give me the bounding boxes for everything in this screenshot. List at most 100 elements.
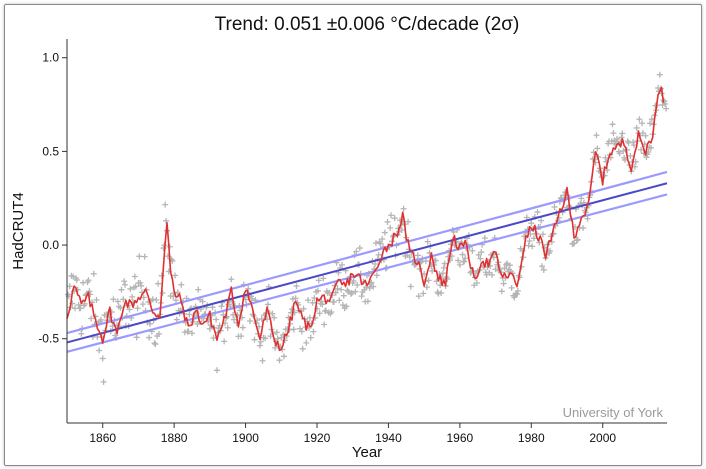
- trend-band-lower: [66, 193, 668, 353]
- scatter-marker: [256, 342, 263, 349]
- scatter-marker: [338, 286, 345, 293]
- scatter-marker: [539, 263, 545, 270]
- scatter-marker: [247, 318, 254, 325]
- scatter-marker: [500, 280, 507, 287]
- smoothed-line: [66, 86, 665, 352]
- scatter-marker: [264, 301, 271, 308]
- scatter-marker: [73, 276, 80, 283]
- scatter-marker: [461, 258, 468, 265]
- scatter-marker: [221, 338, 228, 345]
- scatter-marker: [405, 218, 412, 225]
- x-tick-label: 1940: [375, 431, 402, 445]
- scatter-marker: [473, 279, 480, 286]
- scatter-marker: [131, 273, 138, 280]
- x-tick-label: 1880: [161, 431, 188, 445]
- scatter-marker: [178, 281, 185, 288]
- scatter-marker: [149, 296, 156, 303]
- x-tick-label: 1860: [89, 431, 116, 445]
- scatter-marker: [238, 333, 245, 340]
- scatter-marker: [134, 305, 141, 312]
- scatter-marker: [352, 288, 359, 295]
- scatter-marker: [489, 271, 495, 278]
- scatter-marker: [456, 261, 463, 268]
- scatter-marker: [75, 301, 82, 308]
- scatter-marker: [406, 254, 413, 261]
- scatter-marker: [387, 224, 394, 231]
- scatter-marker: [604, 167, 611, 174]
- scatter-marker: [90, 270, 97, 277]
- scatter-marker: [526, 237, 533, 244]
- scatter-marker: [627, 152, 634, 159]
- scatter-marker: [525, 242, 532, 249]
- scatter-marker: [151, 340, 158, 347]
- scatter-marker: [530, 235, 537, 242]
- smoothed-series: [66, 86, 665, 352]
- scatter-marker: [320, 275, 327, 282]
- scatter-marker: [272, 344, 279, 351]
- scatter-marker: [110, 296, 117, 303]
- scatter-marker: [593, 132, 600, 139]
- scatter-marker: [77, 305, 84, 312]
- scatter-marker: [306, 314, 313, 321]
- scatter-marker: [551, 204, 558, 211]
- scatter-marker: [259, 357, 266, 364]
- scatter-marker: [540, 266, 547, 273]
- scatter-marker: [269, 310, 276, 317]
- scatter-marker: [534, 209, 541, 216]
- scatter-marker: [415, 293, 422, 300]
- scatter-marker: [423, 284, 430, 291]
- scatter-marker: [137, 279, 144, 286]
- scatter-marker: [616, 150, 623, 157]
- scatter-marker: [407, 283, 414, 290]
- scatter-marker: [280, 353, 287, 360]
- scatter-marker: [609, 121, 616, 128]
- scatter-marker: [647, 144, 654, 151]
- scatter-marker: [332, 289, 339, 296]
- scatter-marker: [186, 311, 193, 318]
- x-tick-label: 2000: [589, 431, 616, 445]
- scatter-marker: [158, 272, 165, 279]
- scatter-marker: [538, 217, 545, 224]
- scatter-marker: [503, 261, 510, 268]
- scatter-marker: [377, 240, 384, 247]
- scatter-marker: [528, 220, 535, 227]
- scatter-marker: [80, 279, 87, 286]
- scatter-marker: [330, 298, 337, 305]
- scatter-marker: [262, 335, 269, 342]
- scatter-marker: [309, 299, 316, 306]
- scatter-marker: [139, 301, 146, 308]
- scatter-marker: [293, 283, 300, 290]
- scatter-marker: [514, 287, 521, 294]
- scatter-marker: [366, 285, 373, 292]
- y-tick-label: -0.5: [38, 332, 59, 346]
- scatter-marker: [348, 290, 355, 297]
- scatter-marker: [321, 321, 328, 328]
- scatter-marker: [218, 303, 225, 310]
- y-axis-title: HadCRUT4: [10, 192, 27, 270]
- scatter-marker: [498, 288, 505, 295]
- scatter-marker: [475, 251, 482, 258]
- scatter-marker: [153, 296, 160, 303]
- university-of-york-annotation: University of York: [563, 405, 664, 420]
- axes: 1860 1880 1900 1920 1940 1960 1980 2000 -0.5 0.0 0…: [38, 39, 667, 445]
- scatter-marker: [400, 205, 407, 212]
- scatter-marker: [127, 285, 134, 292]
- scatter-marker: [210, 334, 217, 341]
- scatter-marker: [388, 212, 395, 219]
- scatter-marker: [440, 264, 447, 271]
- scatter-marker: [185, 328, 192, 335]
- scatter-marker: [162, 201, 169, 208]
- scatter-marker: [625, 139, 632, 146]
- scatter-marker: [93, 296, 100, 303]
- scatter-marker: [66, 283, 73, 290]
- trend-band-series: [66, 170, 668, 353]
- scatter-marker: [547, 247, 554, 254]
- scatter-marker: [224, 324, 231, 331]
- scatter-marker: [307, 334, 314, 341]
- scatter-marker: [239, 324, 246, 331]
- scatter-marker: [328, 308, 335, 315]
- scatter-marker: [630, 139, 637, 146]
- scatter-marker: [292, 295, 299, 302]
- scatter-marker: [620, 148, 627, 155]
- scatter-marker: [299, 345, 306, 352]
